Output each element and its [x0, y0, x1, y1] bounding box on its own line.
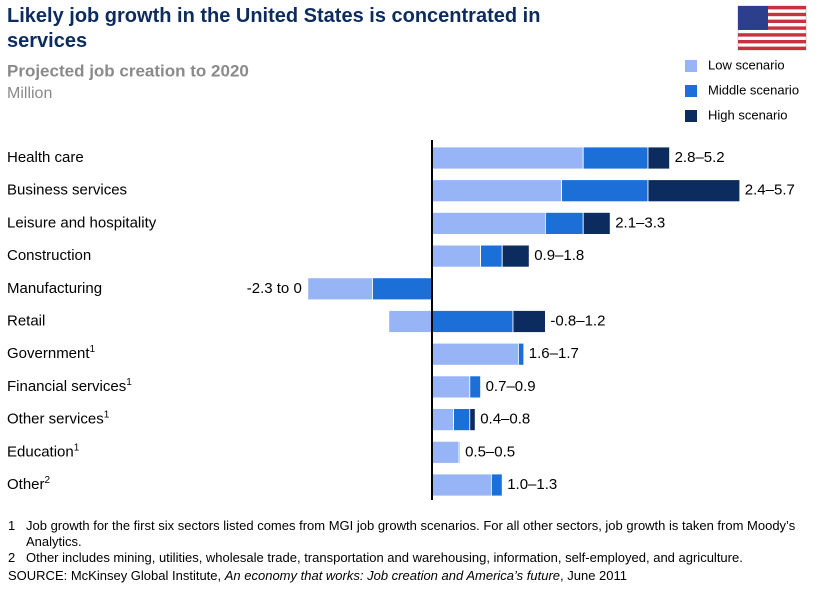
source-prefix: SOURCE: McKinsey Global Institute, [8, 568, 225, 583]
y-tick-label: Business services [7, 182, 127, 199]
range-label: 1.6–1.7 [529, 345, 579, 362]
bar-segment [431, 473, 492, 497]
range-label: 2.8–5.2 [675, 149, 725, 166]
bar-segment [431, 310, 514, 333]
y-tick-label: Education1 [7, 442, 80, 460]
category-label: Other [7, 476, 45, 493]
category-note: 1 [90, 344, 96, 355]
category-note: 1 [104, 409, 110, 420]
y-tick-label: Government1 [7, 344, 96, 362]
title-line: services [7, 30, 87, 52]
bar-segment [647, 179, 741, 203]
bar-segment [431, 375, 471, 399]
category-label: Health care [7, 149, 84, 166]
source-title: An economy that works: Job creation and … [224, 568, 561, 583]
bar-segment [469, 408, 476, 432]
y-tick-label: Financial services1 [7, 377, 132, 395]
bar-segment [372, 277, 433, 301]
bar-segment [458, 440, 461, 464]
category-label: Construction [7, 247, 91, 264]
y-tick-label: Construction [7, 247, 91, 264]
category-note: 2 [45, 475, 51, 486]
bar-segment [469, 375, 481, 399]
source: SOURCE: McKinsey Global Institute, An ec… [8, 568, 820, 584]
chart-title: Likely job growth in the United States i… [7, 5, 540, 52]
footnote: 1 Job growth for the first six sectors li… [8, 518, 820, 550]
category-label: Education [7, 443, 74, 460]
footnote-number: 2 [8, 550, 16, 565]
bar-segment [431, 342, 519, 366]
bar-segment [518, 342, 525, 366]
bar-segment [431, 179, 563, 203]
footnote-text: Job growth for the first six sectors lis… [26, 518, 796, 549]
category-note: 1 [74, 442, 80, 453]
bar-segment [647, 146, 671, 170]
chart: Likely job growth in the United States i… [7, 5, 807, 500]
y-tick-label: Manufacturing [7, 280, 102, 297]
bar-segment [561, 179, 649, 203]
legend-label: High scenario [708, 107, 788, 122]
category-label: Government [7, 345, 90, 362]
footnote-text: Other includes mining, utilities, wholes… [26, 550, 743, 565]
bar-segment [545, 211, 584, 235]
footnote: 2 Other includes mining, utilities, whole… [8, 550, 820, 566]
legend-label: Middle scenario [708, 82, 799, 97]
bar-segment [431, 408, 455, 432]
y-tick-label: Other2 [7, 475, 51, 493]
bar-segment [431, 440, 460, 464]
bar-segment [388, 310, 433, 333]
notes: 1 Job growth for the first six sectors li… [8, 518, 820, 584]
y-tick-label: Leisure and hospitality [7, 214, 157, 231]
legend-swatch [685, 110, 697, 122]
range-label: 1.0–1.3 [507, 476, 557, 493]
range-label: 0.9–1.8 [534, 247, 584, 264]
range-label: 0.5–0.5 [465, 443, 515, 460]
bar-segment [582, 146, 649, 170]
legend-label: Low scenario [708, 57, 785, 72]
range-label: 2.4–5.7 [745, 182, 795, 199]
category-label: Manufacturing [7, 280, 102, 297]
bar-segment [431, 146, 584, 170]
y-tick-label: Other services1 [7, 409, 110, 427]
bar-segment [431, 244, 481, 268]
legend-swatch [685, 85, 697, 97]
y-tick-label: Retail [7, 312, 45, 329]
range-label: 0.4–0.8 [480, 411, 530, 428]
category-note: 1 [126, 377, 132, 388]
title-line: Likely job growth in the United States i… [7, 5, 540, 27]
bar-segment [431, 211, 546, 235]
bar-segment [480, 244, 503, 268]
y-tick-label: Health care [7, 149, 84, 166]
range-label: 2.1–3.3 [615, 214, 665, 231]
bar-segment [307, 277, 373, 301]
range-label: 0.7–0.9 [486, 378, 536, 395]
bar-segment [582, 211, 611, 235]
category-label: Other services [7, 411, 104, 428]
footnote-number: 1 [8, 518, 16, 533]
bar-segment [490, 473, 503, 497]
unit: Million [7, 85, 52, 102]
bar-segment [512, 310, 546, 333]
range-label: -0.8–1.2 [550, 312, 605, 329]
subtitle: Projected job creation to 2020 [7, 61, 249, 80]
source-suffix: , June 2011 [560, 568, 628, 583]
flag [737, 5, 807, 51]
category-label: Retail [7, 312, 45, 329]
category-label: Business services [7, 182, 127, 199]
bar-segment [501, 244, 530, 268]
bar-segment [453, 408, 471, 432]
range-label: -2.3 to 0 [247, 280, 302, 297]
legend-swatch [685, 60, 697, 72]
category-label: Financial services [7, 378, 126, 395]
category-label: Leisure and hospitality [7, 214, 157, 231]
